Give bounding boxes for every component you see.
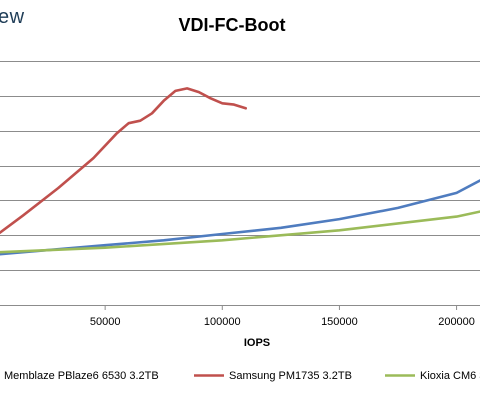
x-axis-label: IOPS [244, 337, 270, 349]
legend: Memblaze PBlaze6 6530 3.2TB Samsung PM173… [4, 370, 480, 382]
x-tick-label: 50000 [90, 316, 121, 328]
gridlines [0, 61, 480, 271]
series-line-1 [0, 179, 480, 256]
x-tick-label: 150000 [321, 316, 358, 328]
legend-entry: Kioxia CM6 3.2TB [420, 370, 480, 382]
series-line-3 [0, 210, 480, 254]
brand-logo: ew [0, 6, 25, 28]
chart-title: VDI-FC-Boot [179, 15, 286, 35]
legend-entry: Memblaze PBlaze6 6530 3.2TB [4, 370, 159, 382]
legend-entry: Samsung PM1735 3.2TB [229, 370, 352, 382]
series-line-2 [0, 87, 247, 235]
x-tick-labels: 50000 100000 150000 200000 [90, 305, 475, 328]
x-tick-label: 200000 [438, 316, 475, 328]
x-tick-label: 100000 [204, 316, 241, 328]
series-layer [0, 87, 480, 256]
